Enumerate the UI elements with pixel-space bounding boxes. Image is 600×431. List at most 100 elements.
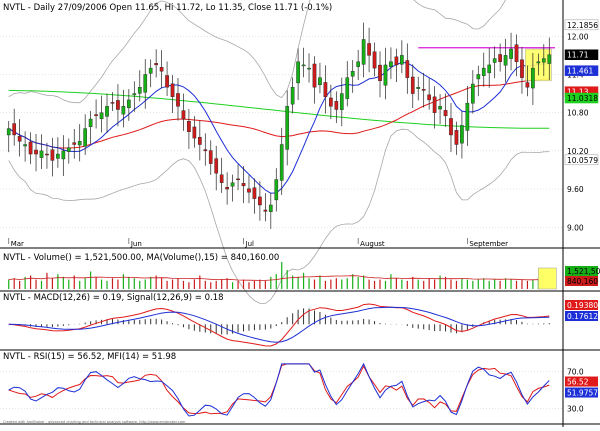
volume-bar: [302, 272, 305, 289]
volume-bar: [199, 275, 201, 289]
volume-bar: [188, 282, 190, 289]
volume-bar: [133, 278, 135, 289]
volume-bar: [483, 278, 485, 289]
volume-bar: [352, 274, 354, 289]
macd-signal-line: [8, 306, 550, 343]
volume-bar: [204, 280, 206, 289]
candle-body: [541, 58, 546, 63]
candle-body: [443, 110, 448, 117]
macd-panel: 0.193802 0.176123 NVTL - MACD(12,26) = 0.…: [0, 290, 600, 347]
candle-body: [394, 56, 399, 66]
candle-body: [536, 61, 541, 64]
volume-bar: [226, 278, 228, 289]
volume-highlight-box: [538, 267, 557, 290]
volume-bar: [439, 275, 441, 289]
price-value-tag: [564, 65, 599, 76]
volume-bar: [324, 280, 327, 289]
volume-bar: [40, 280, 43, 289]
volume-bar: [264, 280, 266, 289]
candle-body: [23, 144, 27, 147]
candle-body: [170, 83, 175, 97]
price-value-label: 11.461: [567, 67, 593, 76]
volume-bar: [510, 279, 512, 289]
price-header: NVTL - Daily 27/09/2006 Open 11.65, Hi 1…: [3, 3, 332, 13]
x-tick-label: September: [469, 240, 508, 248]
candle-body: [547, 54, 552, 64]
rsi-value-tag: [565, 376, 598, 387]
macd-value-tag: [565, 311, 598, 321]
candle-body: [121, 106, 126, 115]
candle-body: [345, 77, 350, 99]
volume-bar: [379, 279, 381, 289]
volume-bar: [412, 276, 414, 289]
volume-bar: [401, 279, 403, 289]
volume-bar: [231, 282, 234, 289]
volume-bar: [90, 271, 92, 289]
volume-bar: [341, 279, 343, 289]
volume-bar: [297, 276, 299, 289]
candle-body: [165, 75, 169, 88]
volume-bar: [128, 276, 130, 289]
volume-bar: [390, 274, 392, 289]
candle-body: [296, 61, 300, 84]
candle-body: [334, 101, 339, 110]
price-tick-label: 9.60: [567, 185, 584, 194]
volume-bar: [488, 280, 490, 289]
candle-body: [274, 179, 279, 201]
candle-body: [116, 100, 120, 110]
candle-body: [372, 51, 377, 69]
candle-body: [6, 128, 11, 136]
price-tick-label: 12.00: [567, 32, 589, 41]
volume-bar: [532, 279, 534, 289]
volume-bar: [144, 279, 146, 289]
volume-bar: [182, 280, 185, 289]
candle-body: [132, 93, 137, 96]
volume-bar: [259, 279, 261, 289]
candle-body: [400, 55, 404, 65]
candle-body: [252, 187, 257, 199]
candle-body: [301, 64, 306, 67]
candle-body: [416, 87, 421, 89]
candle-body: [383, 64, 388, 86]
candle-body: [432, 96, 437, 113]
volume-header: NVTL - Volume() = 1,521,500.00, MA(Volum…: [3, 253, 279, 263]
ma-slow-line: [8, 89, 550, 129]
volume-bar: [237, 280, 239, 289]
volume-bar: [477, 279, 479, 289]
candle-body: [427, 94, 431, 101]
volume-bar: [111, 278, 114, 289]
bollinger-upper-line: [8, 0, 506, 104]
macd-value-tag: [565, 300, 598, 310]
volume-bar: [286, 270, 288, 289]
volume-bar: [13, 278, 15, 289]
volume-bar: [368, 279, 370, 289]
candle-body: [307, 67, 311, 70]
candle-body: [460, 125, 464, 144]
volume-bar: [450, 279, 452, 289]
mfi-line: [8, 362, 550, 417]
volume-bar: [275, 274, 277, 289]
candle-body: [148, 67, 153, 74]
volume-panel: 1,521,500840,160 NVTL - Volume() = 1,521…: [0, 247, 600, 290]
volume-bar: [150, 276, 152, 289]
footer-text: Created with AmiBroker - advanced charti…: [3, 420, 186, 424]
volume-bar: [434, 279, 436, 289]
candle-body: [34, 149, 38, 155]
candle-body: [28, 141, 33, 155]
candle-body: [356, 61, 361, 67]
volume-bar: [68, 279, 70, 289]
volume-bar: [292, 275, 294, 289]
volume-value-tag: [565, 276, 598, 286]
volume-bar: [166, 280, 168, 289]
candle-body: [77, 141, 82, 146]
volume-bar: [521, 279, 523, 289]
candle-body: [159, 67, 164, 72]
volume-ma-line: [8, 275, 550, 281]
volume-bar: [139, 280, 141, 289]
volume-bar: [253, 280, 256, 289]
candle-body: [329, 97, 333, 107]
volume-bar: [248, 282, 250, 289]
candle-body: [312, 63, 317, 88]
